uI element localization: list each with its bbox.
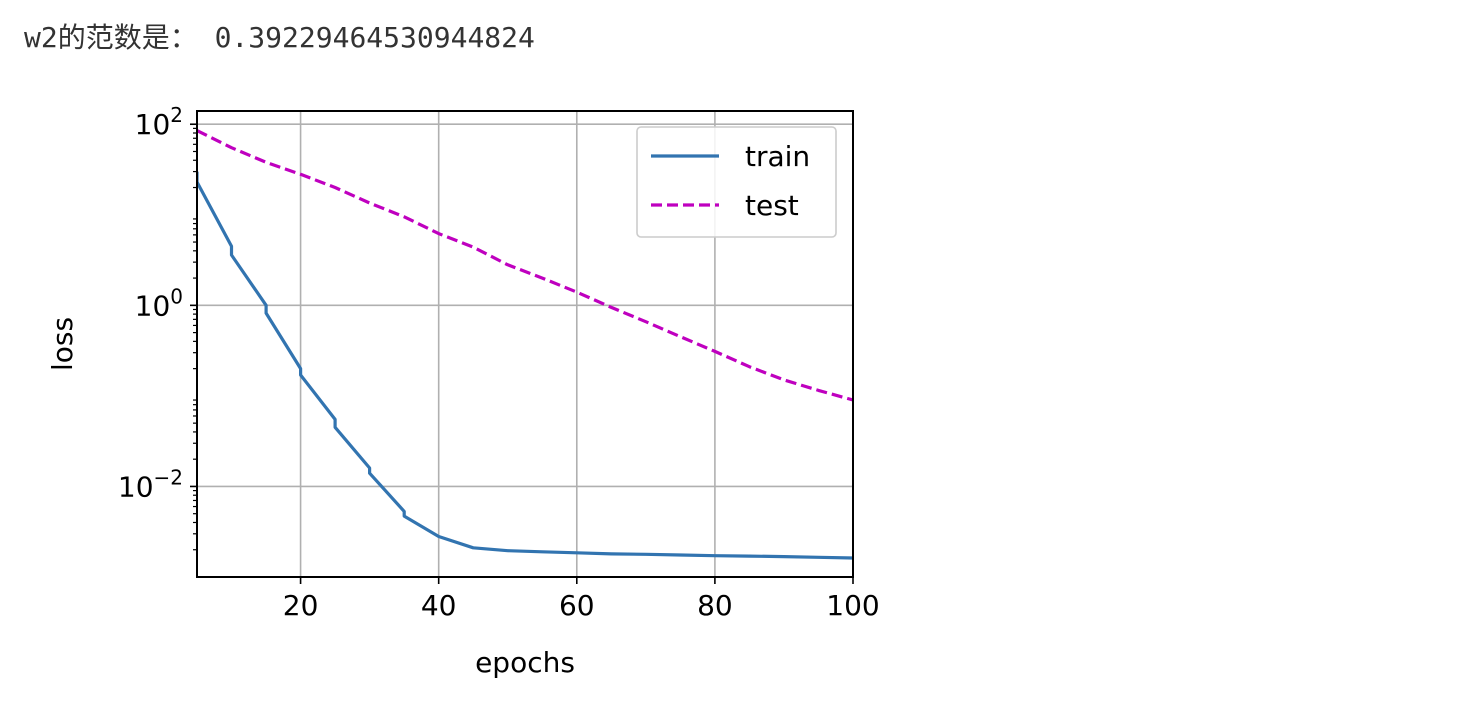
axes-frame xyxy=(196,110,854,578)
output-value: 0.39229464530944824 xyxy=(214,21,535,54)
series-line-test xyxy=(197,129,853,402)
legend-label-train: train xyxy=(745,140,810,173)
x-tick-label: 20 xyxy=(283,589,319,622)
ticks: 20 40 60 80 100 10−2 100 102 xyxy=(118,103,880,622)
legend: train test xyxy=(636,126,837,238)
x-tick-label: 60 xyxy=(559,589,595,622)
output-line: w2的范数是： 0.39229464530944824 xyxy=(24,16,535,56)
y-tick-label: 10−2 xyxy=(118,465,183,503)
y-tick-label: 100 xyxy=(135,284,183,322)
x-tick-label: 80 xyxy=(697,589,733,622)
x-tick-label: 100 xyxy=(826,589,879,622)
x-tick-label: 40 xyxy=(421,589,457,622)
y-tick-label: 102 xyxy=(135,103,183,141)
x-axis-label: epochs xyxy=(475,646,575,679)
series-layer xyxy=(197,129,853,560)
series-line-train xyxy=(197,171,853,560)
y-axis-label: loss xyxy=(46,317,79,371)
legend-label-test: test xyxy=(745,189,799,222)
output-label: w2的范数是： xyxy=(24,21,198,54)
